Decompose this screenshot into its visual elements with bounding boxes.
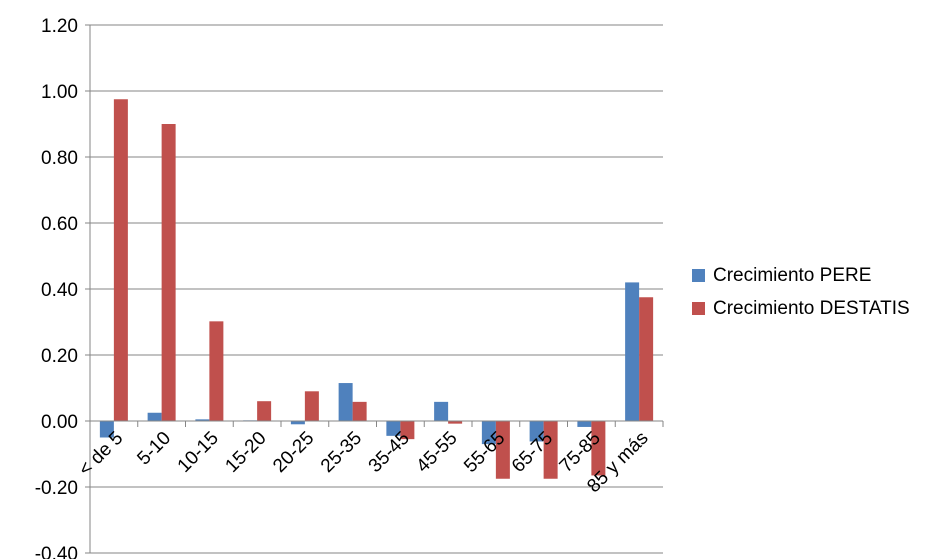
bar-destatis	[543, 421, 558, 479]
bar-destatis	[591, 421, 606, 476]
bar-pere	[290, 421, 305, 425]
bar-pere	[386, 421, 401, 436]
legend-swatch-pere	[692, 269, 705, 282]
bar-destatis	[495, 421, 510, 479]
bar-destatis	[209, 321, 224, 421]
legend-item-pere: Crecimiento PERE	[692, 259, 910, 292]
y-tick-label: 0.40	[41, 280, 78, 301]
bars	[99, 99, 654, 479]
x-tick-label: 20-25	[269, 428, 318, 477]
bar-pere	[481, 421, 496, 445]
bar-destatis	[400, 421, 415, 440]
bar-pere	[99, 421, 114, 438]
bar-destatis	[639, 297, 654, 421]
bar-destatis	[304, 391, 319, 421]
bar-destatis	[161, 124, 176, 421]
y-tick-label: 0.00	[41, 412, 78, 433]
bar-destatis	[448, 421, 463, 424]
y-tick-label: -0.20	[35, 478, 78, 499]
x-tick-label: 15-20	[221, 428, 270, 477]
x-tick-label: 5-10	[133, 428, 175, 470]
x-tick-label: 10-15	[174, 428, 223, 477]
bar-pere	[529, 421, 544, 442]
bar-pere	[434, 401, 449, 421]
axes	[89, 25, 664, 553]
bar-pere	[338, 383, 353, 421]
bar-destatis	[257, 401, 272, 421]
bar-destatis	[113, 99, 128, 421]
y-tick-label: 1.00	[41, 82, 78, 103]
bar-pere	[147, 412, 162, 421]
legend-swatch-destatis	[692, 302, 705, 315]
bar-pere	[625, 282, 640, 421]
bar-pere	[577, 421, 592, 427]
y-tick-label: 1.20	[41, 16, 78, 37]
y-tick-label: 0.60	[41, 214, 78, 235]
bar-destatis	[352, 401, 367, 421]
bar-pere	[195, 419, 210, 421]
y-tick-label: -0.40	[35, 544, 78, 559]
legend: Crecimiento PERE Crecimiento DESTATIS	[692, 259, 910, 325]
x-tick-label: 25-35	[317, 428, 366, 477]
legend-item-destatis: Crecimiento DESTATIS	[692, 292, 910, 325]
legend-label-pere: Crecimiento PERE	[713, 264, 872, 286]
y-tick-label: 0.80	[41, 148, 78, 169]
y-axis-tick-labels: 1.20 1.00 0.80 0.60 0.40 0.20 0.00 -0.20 -0.40	[35, 16, 78, 559]
x-tick-label: 45-55	[412, 428, 461, 477]
y-tick-label: 0.20	[41, 346, 78, 367]
legend-label-destatis: Crecimiento DESTATIS	[713, 297, 910, 319]
